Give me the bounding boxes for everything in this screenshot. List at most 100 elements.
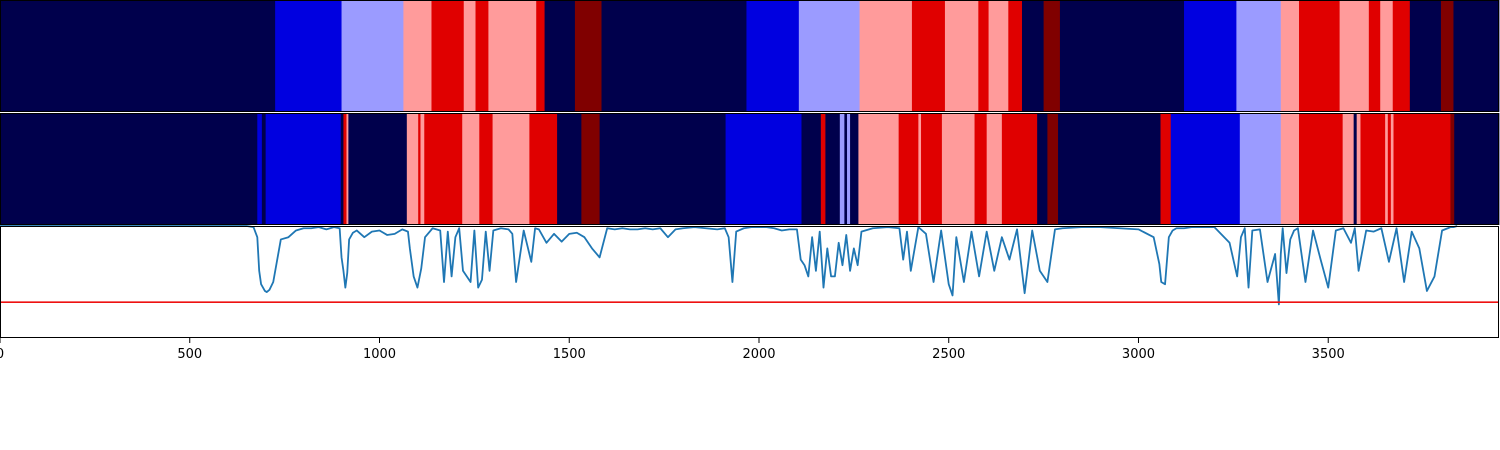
pred-segment-0 bbox=[0, 113, 258, 225]
truth-segment-5 bbox=[463, 0, 476, 112]
truth-segment-0 bbox=[0, 0, 276, 112]
ground-truth-frame bbox=[0, 0, 1499, 112]
pred-segment-20 bbox=[801, 113, 822, 225]
pred-segment-18 bbox=[599, 113, 726, 225]
truth-segment-16 bbox=[944, 0, 979, 112]
pred-segment-34 bbox=[1001, 113, 1038, 225]
prediction-frame bbox=[0, 113, 1499, 225]
x-tick-label-7: 3500 bbox=[1312, 347, 1345, 362]
pred-segment-45 bbox=[1356, 113, 1361, 225]
pred-segment-3 bbox=[265, 113, 342, 225]
truth-segment-4 bbox=[431, 0, 465, 112]
pred-segment-11 bbox=[424, 113, 463, 225]
truth-segment-29 bbox=[1380, 0, 1394, 112]
x-tick-label-5: 2500 bbox=[932, 347, 965, 362]
truth-segment-6 bbox=[475, 0, 489, 112]
x-tick-label-0: 0 bbox=[0, 347, 4, 362]
pred-segment-51 bbox=[1450, 113, 1455, 225]
pred-segment-47 bbox=[1385, 113, 1389, 225]
pred-segment-7 bbox=[348, 113, 408, 225]
pred-segment-46 bbox=[1360, 113, 1386, 225]
truth-segment-19 bbox=[1008, 0, 1023, 112]
x-tick-label-1: 500 bbox=[177, 347, 202, 362]
pred-segment-30 bbox=[921, 113, 943, 225]
ground-truth-panel bbox=[0, 0, 1500, 112]
truth-segment-22 bbox=[1059, 0, 1185, 112]
pred-segment-27 bbox=[858, 113, 900, 225]
truth-segment-24 bbox=[1236, 0, 1282, 112]
truth-segment-18 bbox=[988, 0, 1009, 112]
pred-segment-26 bbox=[850, 113, 859, 225]
confidence-plot-area bbox=[0, 226, 1499, 338]
pred-segment-4 bbox=[340, 113, 344, 225]
truth-segment-9 bbox=[544, 0, 576, 112]
truth-segment-26 bbox=[1299, 0, 1341, 112]
pred-segment-10 bbox=[420, 113, 425, 225]
pred-segment-50 bbox=[1393, 113, 1451, 225]
pred-segment-12 bbox=[462, 113, 480, 225]
confidence-frame bbox=[0, 226, 1499, 338]
pred-segment-9 bbox=[418, 113, 421, 225]
truth-segment-1 bbox=[275, 0, 342, 112]
truth-segment-12 bbox=[746, 0, 800, 112]
x-axis: 0 500 1000 1500 2000 2500 3000 3500 bbox=[0, 338, 1345, 362]
truth-segment-8 bbox=[536, 0, 545, 112]
truth-segment-3 bbox=[403, 0, 432, 112]
confidence-line bbox=[0, 225, 1458, 306]
x-tick-label-3: 1500 bbox=[553, 347, 586, 362]
confidence-panel bbox=[0, 225, 1499, 338]
pred-segment-28 bbox=[898, 113, 919, 225]
truth-segment-32 bbox=[1440, 0, 1454, 112]
pred-segment-37 bbox=[1058, 113, 1161, 225]
pred-segment-16 bbox=[557, 113, 582, 225]
pred-segment-32 bbox=[974, 113, 988, 225]
pred-segment-35 bbox=[1037, 113, 1048, 225]
pred-segment-48 bbox=[1387, 113, 1392, 225]
pred-segment-5 bbox=[343, 113, 347, 225]
pred-segment-2 bbox=[261, 113, 267, 225]
truth-segment-11 bbox=[601, 0, 747, 112]
pred-segment-33 bbox=[986, 113, 1003, 225]
pred-segment-21 bbox=[820, 113, 826, 225]
x-tick-label-2: 1000 bbox=[363, 347, 396, 362]
truth-segment-15 bbox=[911, 0, 946, 112]
prediction-panel bbox=[0, 113, 1500, 225]
pred-segment-39 bbox=[1170, 113, 1241, 225]
pred-segment-49 bbox=[1390, 113, 1394, 225]
pred-segment-38 bbox=[1160, 113, 1172, 225]
pred-segment-22 bbox=[825, 113, 841, 225]
pred-segment-1 bbox=[257, 113, 263, 225]
truth-segment-7 bbox=[488, 0, 537, 112]
pred-segment-42 bbox=[1299, 113, 1344, 225]
truth-segment-21 bbox=[1043, 0, 1061, 112]
truth-segment-20 bbox=[1021, 0, 1045, 112]
pred-segment-31 bbox=[941, 113, 975, 225]
truth-segment-25 bbox=[1280, 0, 1300, 112]
pred-segment-44 bbox=[1353, 113, 1358, 225]
pred-segment-19 bbox=[725, 113, 802, 225]
truth-segment-13 bbox=[798, 0, 860, 112]
truth-segment-23 bbox=[1184, 0, 1237, 112]
pred-segment-43 bbox=[1342, 113, 1355, 225]
x-tick-label-6: 3000 bbox=[1122, 347, 1155, 362]
pred-segment-17 bbox=[581, 113, 600, 225]
pred-segment-29 bbox=[918, 113, 922, 225]
pred-segment-13 bbox=[479, 113, 493, 225]
pred-segment-14 bbox=[492, 113, 530, 225]
pred-segment-25 bbox=[847, 113, 851, 225]
truth-segment-10 bbox=[574, 0, 602, 112]
pred-segment-8 bbox=[406, 113, 419, 225]
truth-segment-2 bbox=[341, 0, 404, 112]
pred-segment-6 bbox=[346, 113, 349, 225]
truth-segment-27 bbox=[1339, 0, 1370, 112]
pred-segment-36 bbox=[1047, 113, 1059, 225]
truth-segment-30 bbox=[1392, 0, 1411, 112]
x-tick-label-4: 2000 bbox=[742, 347, 775, 362]
pred-segment-15 bbox=[529, 113, 558, 225]
pred-segment-24 bbox=[844, 113, 848, 225]
truth-segment-17 bbox=[978, 0, 989, 112]
pred-segment-41 bbox=[1280, 113, 1300, 225]
truth-segment-28 bbox=[1368, 0, 1381, 112]
pred-segment-23 bbox=[839, 113, 845, 225]
